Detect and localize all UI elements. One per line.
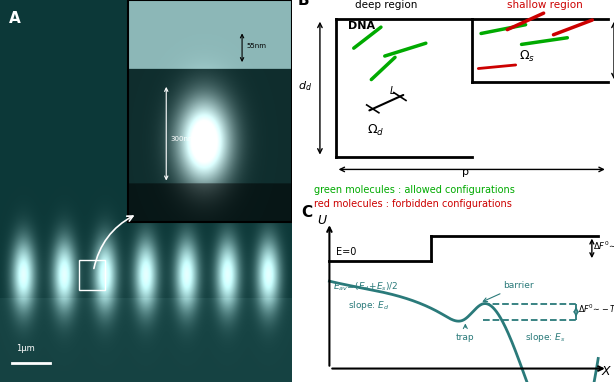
Text: 1μm: 1μm xyxy=(16,345,35,353)
Bar xyxy=(128,0,292,222)
Text: slope: $E_d$: slope: $E_d$ xyxy=(348,299,390,312)
Text: B: B xyxy=(298,0,309,8)
Text: L: L xyxy=(389,86,395,96)
Text: deep region: deep region xyxy=(355,0,418,10)
Text: E=0: E=0 xyxy=(336,247,356,257)
Text: $E_{av}\!=\!(E_d\!+\!E_s)/2$: $E_{av}\!=\!(E_d\!+\!E_s)/2$ xyxy=(333,280,398,293)
Text: barrier: barrier xyxy=(483,281,534,301)
Text: 55nm: 55nm xyxy=(246,43,266,49)
Text: slope: $E_s$: slope: $E_s$ xyxy=(526,331,566,344)
Text: C: C xyxy=(301,205,312,220)
Text: p: p xyxy=(462,167,469,177)
Text: $\Delta F^0\!\sim\!-T\Delta S^0\!-\!\Delta W$: $\Delta F^0\!\sim\!-T\Delta S^0\!-\!\Del… xyxy=(578,303,614,315)
Text: $\Delta F^0\!\sim\!-T\Delta S^0$: $\Delta F^0\!\sim\!-T\Delta S^0$ xyxy=(594,240,614,252)
Bar xyxy=(79,260,105,290)
Text: trap: trap xyxy=(456,325,475,342)
Text: green molecules : allowed configurations: green molecules : allowed configurations xyxy=(314,185,515,195)
Text: $\Omega_s$: $\Omega_s$ xyxy=(519,49,535,64)
Text: red molecules : forbidden configurations: red molecules : forbidden configurations xyxy=(314,199,511,209)
Text: $d_d$: $d_d$ xyxy=(298,79,312,93)
Text: $U$: $U$ xyxy=(317,214,328,227)
Text: $X$: $X$ xyxy=(601,365,613,378)
Text: DNA: DNA xyxy=(348,21,376,31)
Text: shallow region: shallow region xyxy=(507,0,582,10)
Text: $\Omega_d$: $\Omega_d$ xyxy=(367,123,384,138)
Text: A: A xyxy=(9,11,20,26)
Text: 300nm: 300nm xyxy=(171,136,195,142)
